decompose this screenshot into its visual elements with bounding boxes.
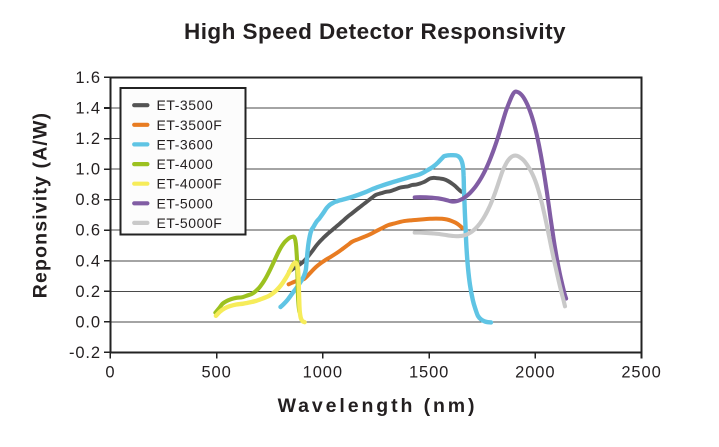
svg-text:Reponsivity (A/W): Reponsivity (A/W): [30, 112, 52, 298]
svg-text:1000: 1000: [303, 364, 343, 382]
svg-text:0.6: 0.6: [75, 222, 101, 240]
svg-text:ET-4000F: ET-4000F: [157, 176, 223, 192]
svg-text:High Speed Detector Responsivi: High Speed Detector Responsivity: [184, 19, 566, 44]
svg-text:2500: 2500: [621, 364, 661, 382]
svg-text:1.2: 1.2: [75, 130, 101, 148]
svg-text:0: 0: [105, 364, 115, 382]
svg-text:ET-3600: ET-3600: [157, 136, 214, 152]
svg-text:0.8: 0.8: [75, 191, 101, 209]
svg-text:Wavelength (nm): Wavelength (nm): [278, 395, 478, 417]
svg-text:ET-3500: ET-3500: [157, 97, 214, 113]
svg-text:1.6: 1.6: [75, 69, 101, 87]
svg-text:-0.2: -0.2: [69, 344, 101, 362]
svg-text:2000: 2000: [515, 364, 555, 382]
svg-text:ET-5000F: ET-5000F: [157, 215, 223, 231]
svg-text:1.4: 1.4: [75, 100, 101, 118]
svg-text:ET-4000: ET-4000: [157, 156, 214, 172]
svg-text:0.0: 0.0: [75, 313, 101, 331]
svg-text:1.0: 1.0: [75, 161, 101, 179]
svg-text:1500: 1500: [409, 364, 449, 382]
svg-text:0.2: 0.2: [75, 283, 101, 301]
svg-text:500: 500: [201, 364, 231, 382]
svg-text:ET-5000: ET-5000: [157, 195, 214, 211]
svg-text:ET-3500F: ET-3500F: [157, 117, 223, 133]
svg-text:0.4: 0.4: [75, 252, 101, 270]
